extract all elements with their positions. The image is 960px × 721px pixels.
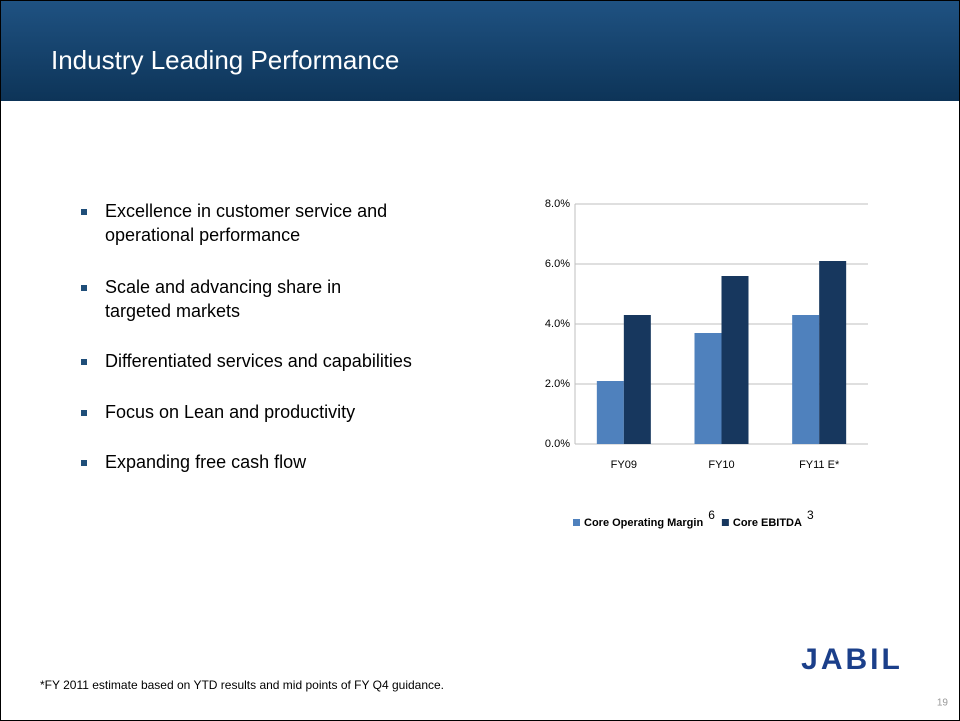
header-band	[1, 1, 959, 101]
y-tick-label: 6.0%	[545, 258, 570, 270]
bullet-marker	[81, 410, 87, 416]
bar	[819, 261, 847, 444]
bar	[792, 315, 820, 444]
bullet-text: Excellence in customer service and	[105, 201, 387, 221]
y-tick-label: 4.0%	[545, 318, 570, 330]
logo: JABIL	[801, 643, 903, 676]
page-number: 19	[937, 698, 949, 709]
legend-footnote-ref: 3	[807, 508, 814, 522]
legend-label: Core Operating Margin	[584, 517, 703, 529]
bar	[694, 333, 722, 444]
y-tick-label: 0.0%	[545, 438, 570, 450]
footnote: *FY 2011 estimate based on YTD results a…	[40, 678, 444, 692]
bullet-text: Scale and advancing share in	[105, 277, 341, 297]
legend-swatch	[573, 519, 580, 526]
bullet-text: Focus on Lean and productivity	[105, 402, 355, 422]
y-tick-label: 2.0%	[545, 378, 570, 390]
x-tick-label: FY11 E*	[799, 459, 840, 471]
bullet-text: operational performance	[105, 225, 300, 245]
x-tick-label: FY09	[611, 459, 637, 471]
bullet-marker	[81, 209, 87, 215]
bullet-marker	[81, 285, 87, 291]
bullet-text: Differentiated services and capabilities	[105, 351, 412, 371]
bullet-text: Expanding free cash flow	[105, 452, 307, 472]
bullet-marker	[81, 359, 87, 365]
bar	[721, 276, 749, 444]
slide-title: Industry Leading Performance	[51, 45, 399, 75]
bar	[623, 315, 651, 444]
bullet-marker	[81, 460, 87, 466]
legend-swatch	[721, 519, 729, 526]
y-tick-label: 8.0%	[545, 198, 570, 210]
legend-label: Core EBITDA	[733, 517, 802, 529]
x-tick-label: FY10	[708, 459, 734, 471]
legend-footnote-ref: 6	[708, 508, 715, 522]
bullet-text: targeted markets	[105, 301, 240, 321]
bar	[596, 381, 624, 444]
